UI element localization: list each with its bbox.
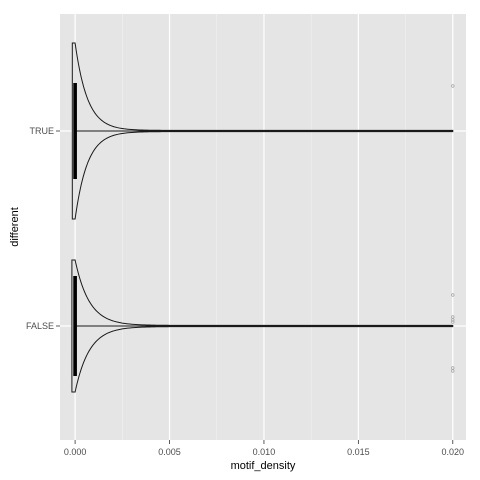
x-axis-title: motif_density [231,460,296,472]
panel-background [60,14,466,440]
outlier-point [451,318,455,322]
x-tick-label: 0.010 [253,447,276,457]
x-tick-label: 0.000 [64,447,87,457]
violins [71,42,455,393]
outlier-point [451,320,455,324]
outlier-point [451,293,455,297]
boxplot-box-true [73,83,77,179]
x-tick-label: 0.020 [442,447,465,457]
x-tick-label: 0.015 [347,447,370,457]
outlier-point [451,84,455,88]
x-tick-label: 0.005 [158,447,181,457]
y-tick-label: FALSE [26,321,54,331]
y-axis-title: different [9,207,21,247]
y-tick-label: TRUE [30,126,55,136]
y-axis: FALSE TRUE [26,126,60,331]
boxplot-box-false [73,276,77,376]
x-axis: 0.000 0.005 0.010 0.015 0.020 [64,440,464,457]
outlier-point [451,369,455,373]
